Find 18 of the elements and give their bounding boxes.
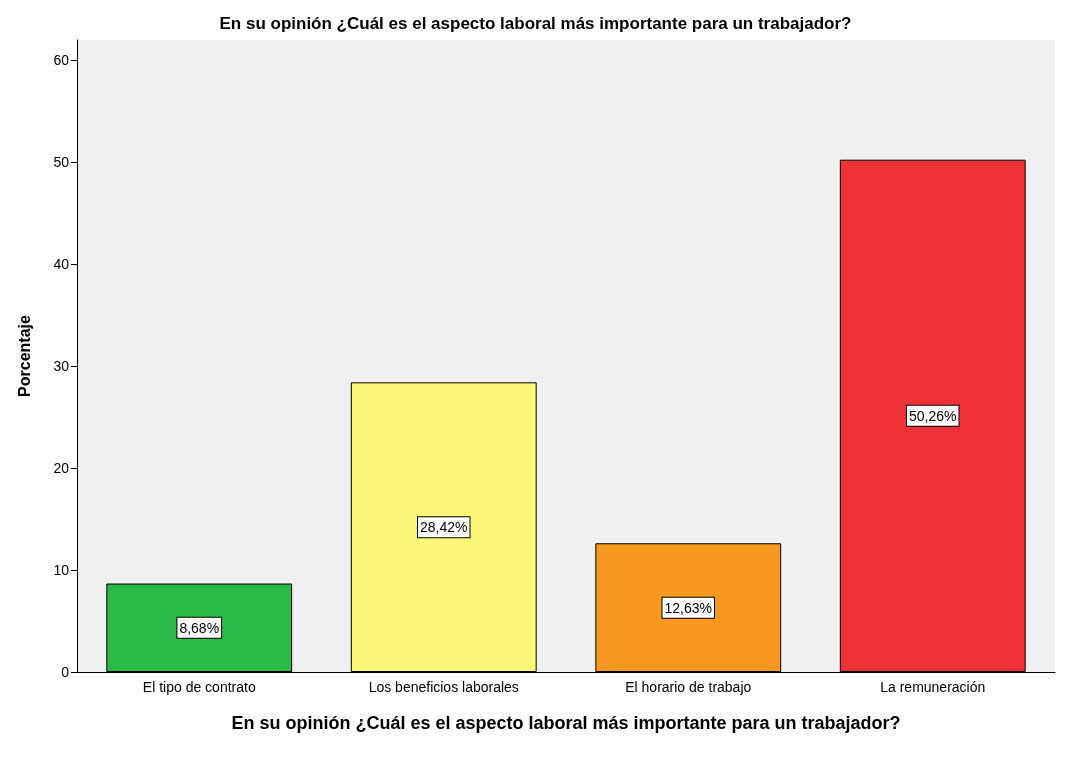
x-tick-label: El tipo de contrato [142, 679, 256, 695]
y-tick-label: 60 [53, 52, 70, 69]
data-label: 50,26% [909, 407, 957, 424]
y-tick-label: 30 [53, 358, 70, 375]
chart-title: En su opinión ¿Cuál es el aspecto laboral más importante para un trabajador? [219, 14, 852, 33]
x-axis-title: En su opinión ¿Cuál es el aspecto laboral más importante para un trabajador? [231, 713, 901, 733]
y-tick-label: 50 [53, 154, 70, 171]
data-label: 12,63% [664, 599, 712, 616]
y-tick-label: 40 [53, 256, 70, 273]
data-label: 8,68% [179, 619, 220, 636]
y-tick-label: 20 [53, 460, 70, 477]
y-axis-title: Porcentaje [15, 314, 33, 397]
x-tick-label: La remuneración [880, 679, 986, 695]
data-label: 28,42% [420, 519, 468, 536]
y-tick-label: 10 [53, 562, 70, 579]
x-tick-label: El horario de trabajo [625, 679, 752, 695]
x-tick-label: Los beneficios laborales [368, 679, 519, 695]
y-tick-label: 0 [61, 664, 70, 680]
